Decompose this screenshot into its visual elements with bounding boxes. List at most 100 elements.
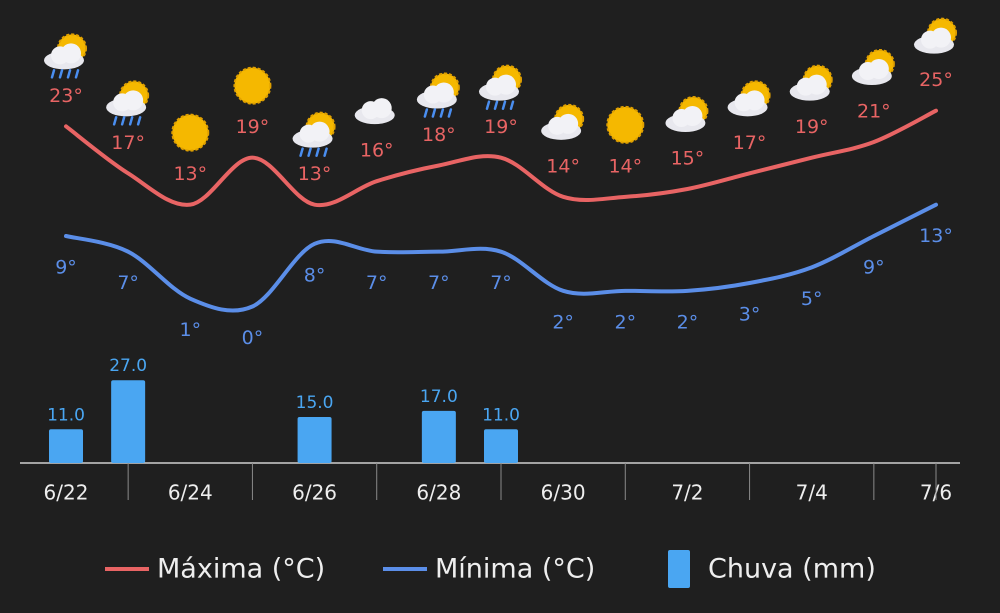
rain-drop — [493, 100, 499, 110]
line — [64, 202, 938, 313]
rain-drop — [315, 147, 320, 157]
legend-label: Máxima (°C) — [157, 554, 325, 585]
x-tick-label: 6/26 — [292, 481, 337, 505]
value-label: 2° — [677, 311, 699, 333]
rain-drop — [66, 69, 72, 79]
rain-drop — [50, 69, 56, 79]
rain-drop — [74, 69, 80, 79]
rain-drop — [485, 100, 491, 110]
rain-drop — [58, 69, 64, 79]
rain-drop — [323, 147, 328, 157]
cloud — [931, 27, 951, 48]
value-label: 18° — [422, 124, 456, 146]
value-label: 7° — [428, 272, 450, 294]
x-tick-label: 6/24 — [168, 481, 213, 505]
rain-drop — [447, 108, 453, 118]
cloud — [123, 90, 144, 111]
cloud — [371, 98, 392, 119]
rain-drop — [423, 108, 429, 118]
value-label: 11.0 — [47, 405, 85, 425]
legend-label: Mínima (°C) — [435, 554, 595, 585]
weather-icon — [479, 64, 522, 110]
value-label: 8° — [304, 264, 326, 286]
value-label: 13° — [919, 225, 953, 247]
rain-drop — [439, 108, 445, 118]
weather-icon — [541, 103, 585, 140]
value-label: 0° — [242, 327, 264, 349]
value-label: 23° — [49, 85, 83, 107]
x-tick-label: 6/28 — [416, 481, 461, 505]
value-label: 25° — [919, 69, 953, 91]
weather-icon — [851, 49, 895, 85]
value-label: 7° — [117, 272, 139, 294]
weather-icon — [233, 66, 272, 105]
x-tick-label: 7/2 — [671, 481, 703, 505]
cloud — [868, 59, 889, 79]
value-label: 15.0 — [296, 393, 334, 413]
sun — [171, 113, 210, 152]
weather-icon — [106, 80, 150, 126]
rain-drop — [431, 108, 437, 118]
value-label: 11.0 — [482, 405, 520, 425]
value-label: 14° — [608, 155, 642, 177]
rain-drop — [128, 116, 134, 126]
weather-icon — [665, 96, 709, 132]
cloud — [744, 90, 765, 111]
weather-icon — [606, 105, 645, 144]
value-label: 3° — [739, 304, 761, 326]
value-label: 9° — [55, 257, 77, 279]
value-label: 17.0 — [420, 387, 458, 407]
value-label: 15° — [671, 148, 705, 170]
cloud — [806, 74, 827, 95]
value-label: 21° — [857, 101, 891, 123]
rain-drop — [112, 116, 118, 126]
weather-icon — [789, 64, 833, 101]
value-label: 9° — [863, 257, 885, 279]
weather-icon — [354, 98, 395, 125]
value-label: 1° — [179, 319, 201, 341]
value-label: 27.0 — [109, 356, 147, 376]
weather-icon — [727, 80, 771, 117]
weather-icon — [914, 17, 957, 54]
value-label: 16° — [360, 140, 394, 162]
value-label: 19° — [236, 116, 270, 138]
bar — [297, 417, 332, 463]
value-label: 7° — [366, 272, 388, 294]
cloud — [433, 82, 454, 103]
x-tick-label: 7/4 — [796, 481, 828, 505]
rain-drop — [120, 116, 126, 126]
weather-icon — [171, 113, 210, 152]
cloud — [682, 106, 703, 126]
weather-icon — [416, 72, 460, 118]
cloud — [496, 74, 516, 95]
bar — [484, 429, 518, 463]
x-tick-label: 6/30 — [541, 481, 586, 505]
value-label: 14° — [546, 155, 580, 177]
value-label: 13° — [298, 163, 332, 185]
bar — [49, 429, 83, 463]
cloud — [309, 121, 330, 142]
value-label: 13° — [173, 163, 207, 185]
rain-drop — [136, 116, 142, 126]
weather-icon — [44, 33, 87, 79]
line — [64, 108, 938, 208]
legend-label: Chuva (mm) — [708, 554, 876, 585]
weather-icon — [292, 111, 336, 157]
rain-drop — [501, 100, 507, 110]
value-label: 2° — [552, 311, 574, 333]
cloud — [558, 113, 579, 134]
rain-drop — [299, 147, 304, 157]
value-label: 2° — [614, 311, 636, 333]
legend-swatch — [668, 550, 690, 588]
value-label: 19° — [795, 116, 829, 138]
rain-drop — [307, 147, 312, 157]
value-label: 17° — [733, 132, 767, 154]
value-label: 19° — [484, 116, 518, 138]
x-tick-label: 6/22 — [44, 481, 89, 505]
bar — [111, 380, 146, 463]
bar — [421, 410, 456, 463]
value-label: 5° — [801, 288, 823, 310]
